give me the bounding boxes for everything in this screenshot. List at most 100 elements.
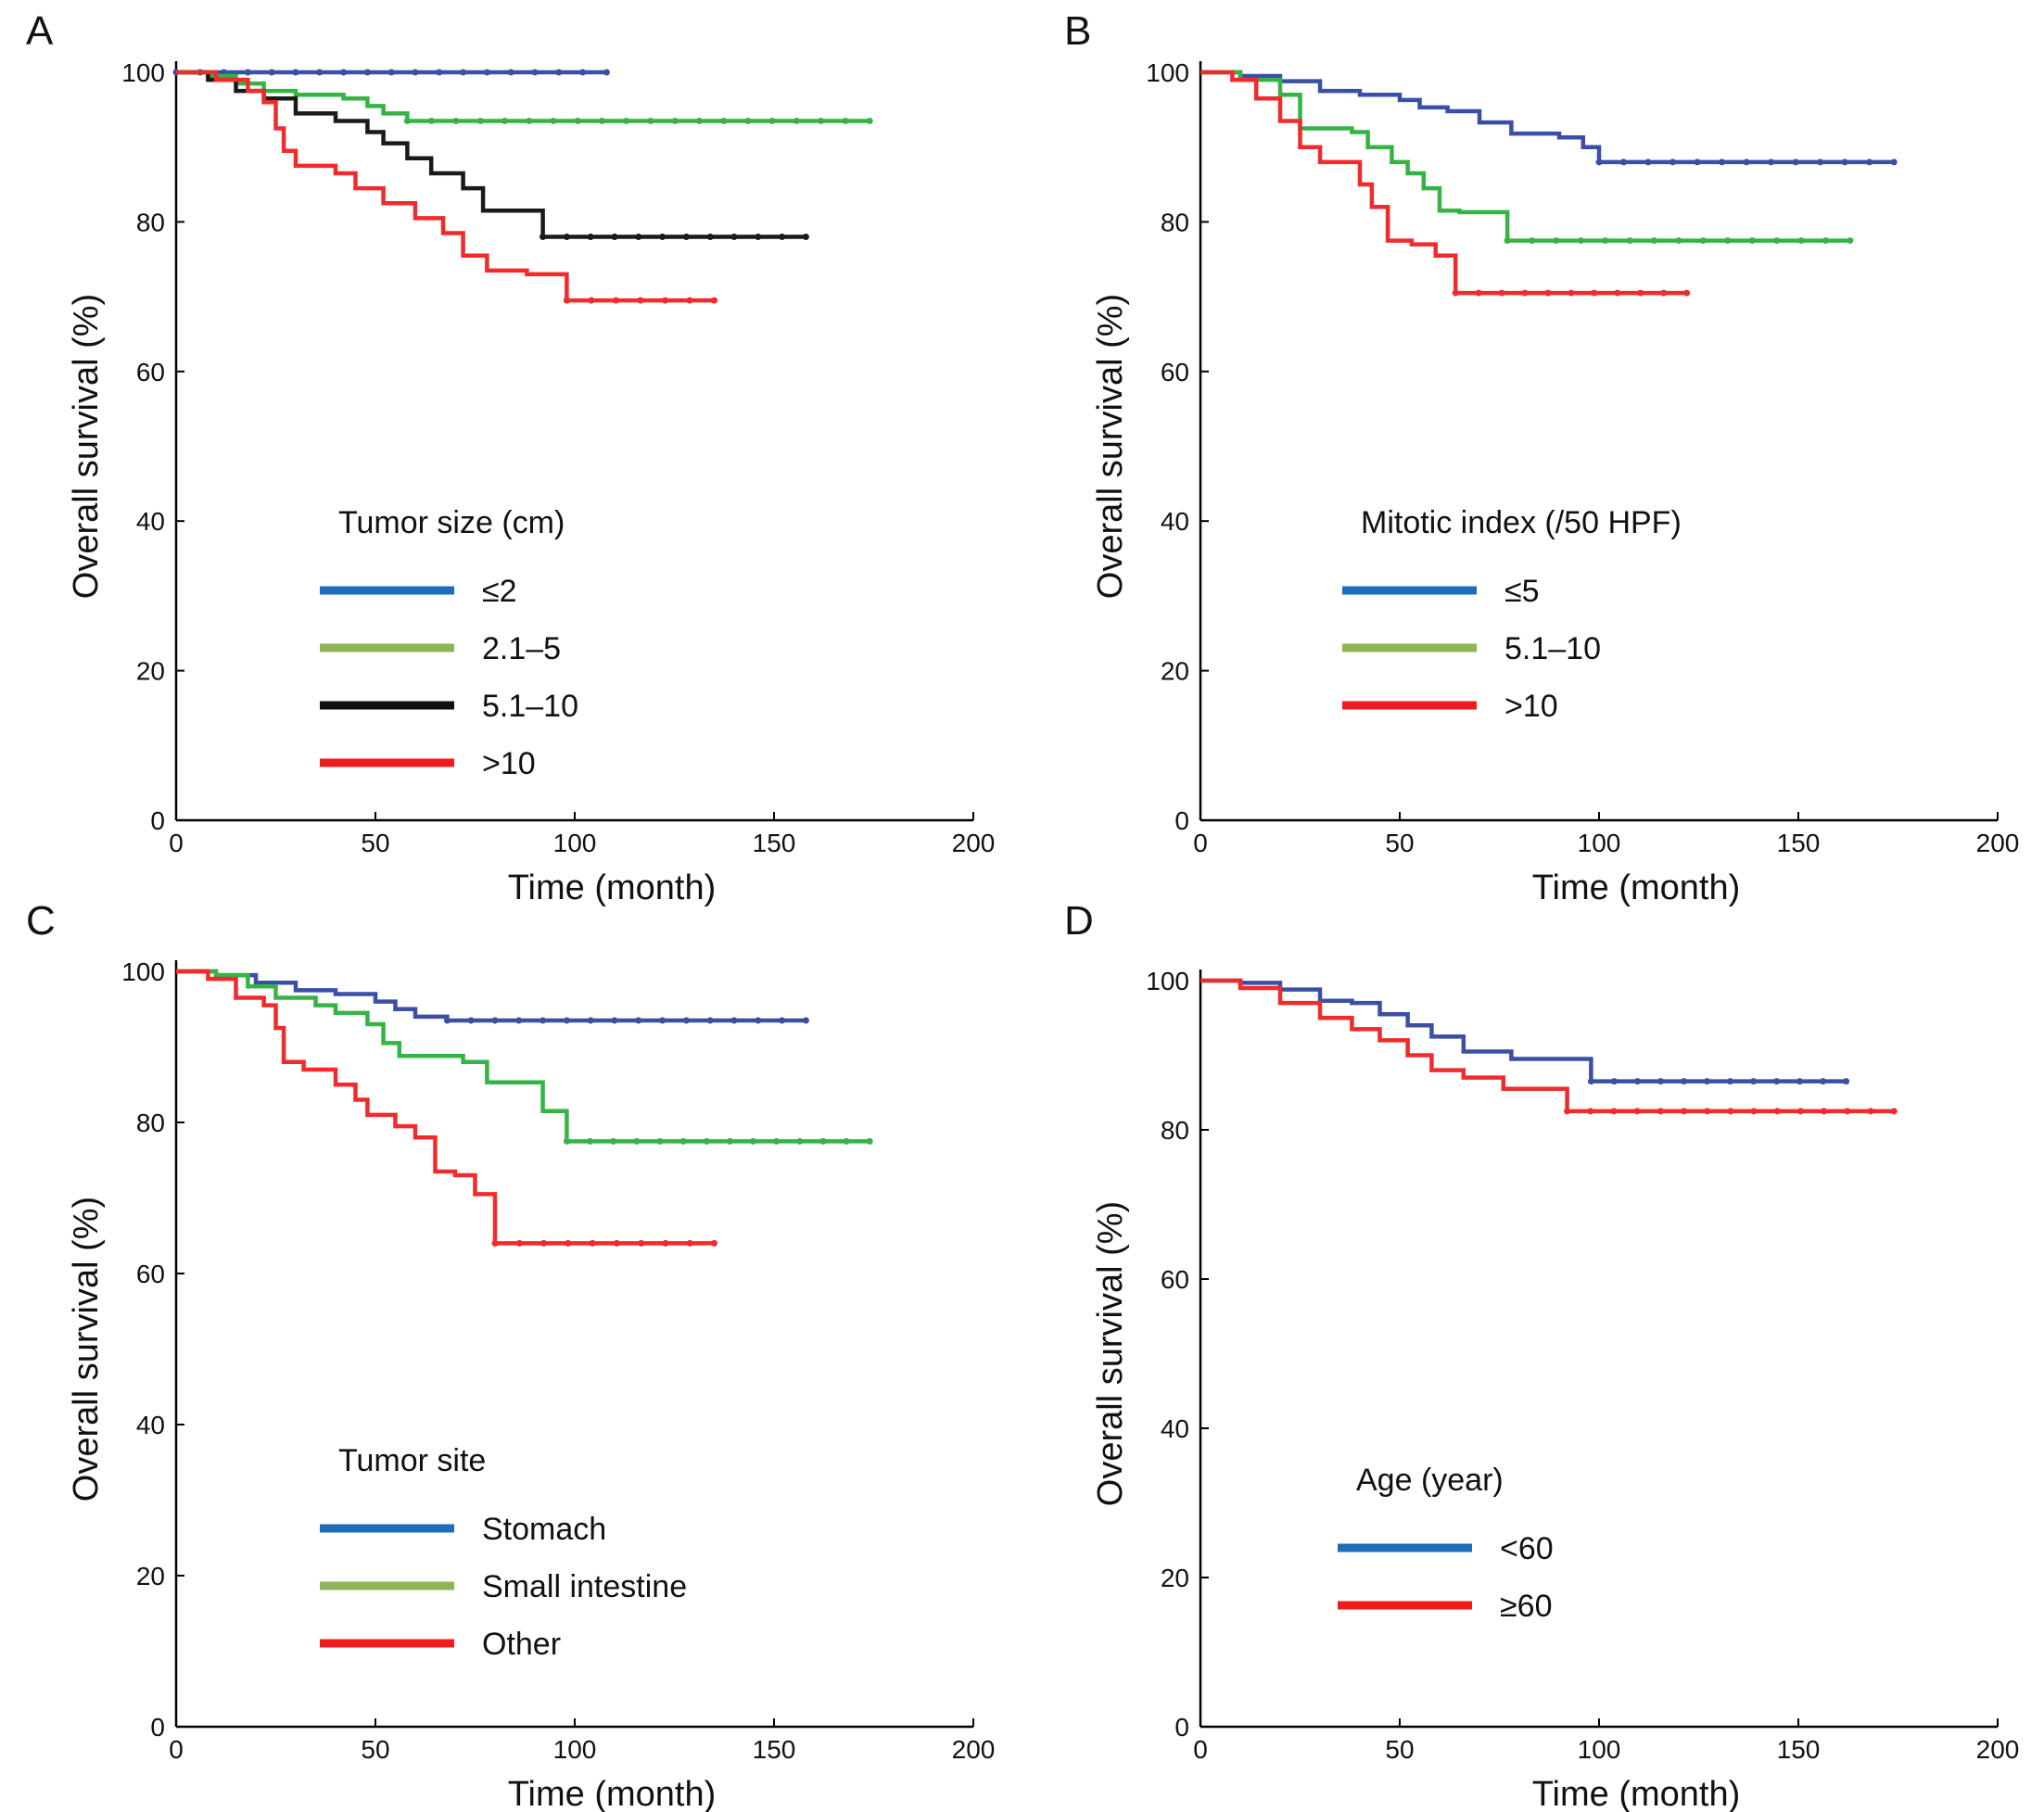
censor-mark — [706, 234, 714, 241]
censor-mark — [866, 1137, 873, 1145]
y-tick-label: 20 — [1161, 1564, 1189, 1592]
censor-mark — [1626, 237, 1633, 245]
x-tick-label: 100 — [1578, 1735, 1621, 1764]
censor-mark — [491, 1017, 499, 1024]
y-tick-label: 40 — [1161, 1414, 1189, 1443]
censor-mark — [819, 1137, 827, 1145]
x-tick-label: 50 — [1385, 829, 1414, 857]
censor-mark — [587, 1017, 594, 1024]
y-tick-label: 80 — [1161, 1116, 1189, 1145]
censor-mark — [292, 69, 299, 76]
y-tick-label: 40 — [136, 507, 165, 536]
censor-mark — [1719, 158, 1726, 166]
censor-mark — [1773, 237, 1781, 245]
censor-mark — [1591, 289, 1598, 297]
censor-mark — [1727, 1108, 1734, 1115]
legend-label-1: <60 — [1500, 1531, 1554, 1566]
y-tick-label: 60 — [136, 1260, 165, 1288]
censor-mark — [1844, 1108, 1851, 1115]
legend-title: Tumor size (cm) — [338, 505, 565, 540]
censor-mark — [623, 117, 630, 124]
censor-mark — [587, 1137, 594, 1145]
censor-mark — [363, 69, 371, 76]
censor-mark — [662, 1239, 669, 1247]
censor-mark — [730, 1017, 738, 1024]
censor-mark — [268, 69, 275, 76]
censor-mark — [1633, 1108, 1641, 1115]
censor-mark — [1724, 237, 1732, 245]
x-tick-label: 150 — [753, 829, 796, 857]
censor-mark — [460, 69, 467, 76]
censor-mark — [744, 117, 752, 124]
censor-mark — [686, 297, 693, 304]
censor-mark — [452, 117, 460, 124]
y-tick-label: 0 — [150, 806, 165, 835]
censor-mark — [613, 1239, 620, 1247]
censor-mark — [1699, 237, 1707, 245]
censor-mark — [679, 1137, 687, 1145]
x-tick-label: 0 — [169, 829, 184, 857]
y-tick-label: 100 — [1146, 58, 1189, 87]
censor-mark — [587, 234, 594, 241]
x-tick-label: 50 — [361, 1735, 389, 1764]
censor-mark — [1644, 158, 1652, 166]
censor-mark — [1452, 289, 1459, 297]
censor-mark — [244, 69, 251, 76]
censor-mark — [711, 1239, 717, 1247]
y-tick-label: 20 — [136, 657, 165, 686]
censor-mark — [779, 234, 786, 241]
x-tick-label: 0 — [1193, 829, 1208, 857]
censor-mark — [476, 117, 484, 124]
censor-mark — [340, 69, 348, 76]
censor-mark — [526, 117, 533, 124]
censor-mark — [1595, 158, 1603, 166]
censor-mark — [1820, 1078, 1827, 1085]
censor-mark — [1821, 1108, 1828, 1115]
censor-mark — [635, 234, 642, 241]
y-tick-label: 0 — [150, 1713, 165, 1742]
censor-mark — [682, 234, 690, 241]
censor-mark — [1637, 289, 1644, 297]
censor-mark — [1660, 289, 1668, 297]
survival-curve-3 — [176, 70, 806, 239]
censor-mark — [515, 1239, 523, 1247]
censor-mark — [726, 1137, 733, 1145]
censor-mark — [1587, 1078, 1594, 1085]
x-tick-label: 100 — [553, 829, 597, 857]
censor-mark — [501, 117, 508, 124]
x-tick-label: 200 — [1976, 1735, 2020, 1764]
censor-mark — [1564, 1108, 1571, 1115]
panel-letter: D — [1064, 898, 1094, 944]
censor-mark — [773, 1137, 781, 1145]
censor-mark — [550, 117, 557, 124]
legend-label-4: >10 — [482, 746, 536, 781]
survival-curve-4 — [176, 70, 715, 303]
censor-mark — [1890, 158, 1898, 166]
censor-mark — [818, 117, 825, 124]
censor-mark — [661, 297, 668, 304]
censor-mark — [1841, 158, 1848, 166]
censor-mark — [1669, 158, 1677, 166]
censor-mark — [603, 69, 610, 76]
censor-mark — [563, 1137, 570, 1145]
censor-mark — [1743, 158, 1750, 166]
legend-title: Mitotic index (/50 HPF) — [1361, 505, 1682, 540]
censor-mark — [1750, 1108, 1758, 1115]
censor-mark — [1703, 1078, 1710, 1085]
censor-mark — [1797, 237, 1805, 245]
censor-mark — [555, 69, 563, 76]
x-axis-title: Time (month) — [508, 868, 717, 907]
survival-curve-3 — [176, 969, 715, 1246]
censor-mark — [540, 234, 547, 241]
censor-mark — [1577, 237, 1584, 245]
survival-curve-1 — [1200, 978, 1847, 1083]
censor-mark — [515, 1017, 523, 1024]
censor-mark — [635, 1017, 642, 1024]
censor-mark — [1657, 1108, 1664, 1115]
legend-title: Tumor site — [338, 1443, 486, 1478]
panel-b: B 0 20 40 60 80 100 0 50 100 150 200 Time (month) Ove… — [1064, 8, 2019, 907]
censor-mark — [1633, 1078, 1641, 1085]
censor-mark — [637, 297, 644, 304]
censor-mark — [1727, 1078, 1734, 1085]
censor-mark — [1602, 237, 1609, 245]
